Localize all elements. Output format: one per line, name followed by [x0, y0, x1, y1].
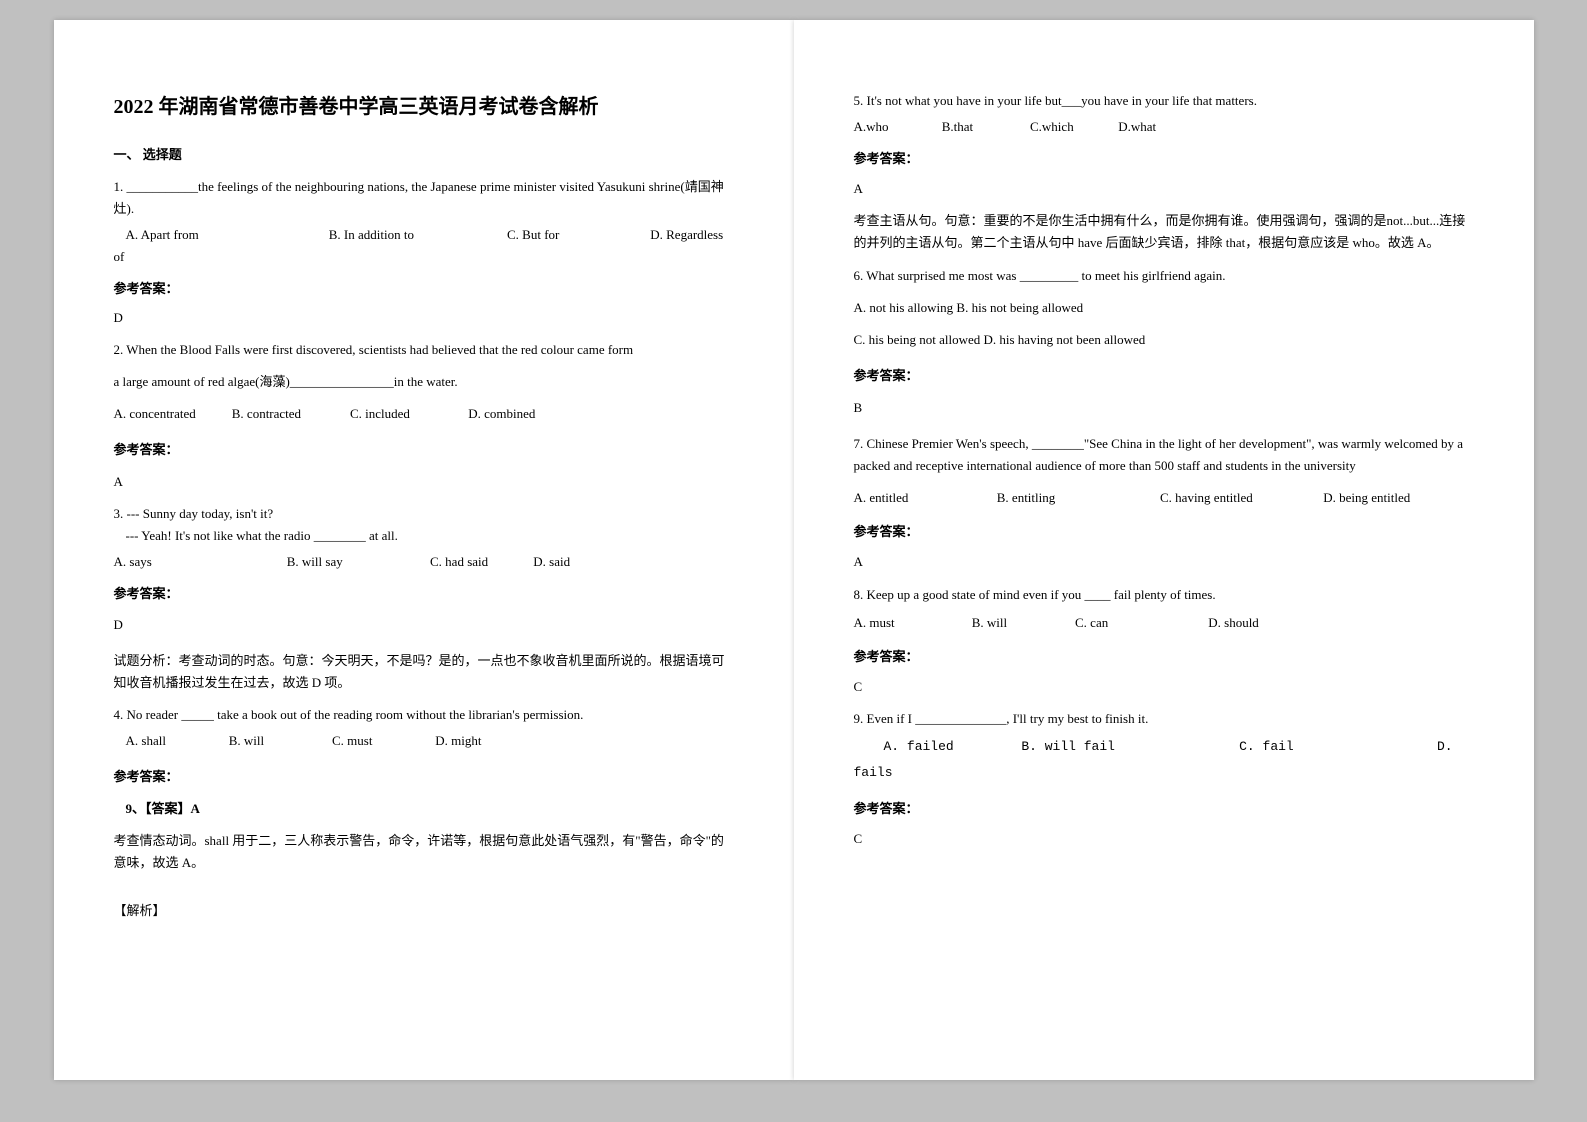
q9-answer: C: [854, 828, 1474, 850]
q1-stem: 1. ___________the feelings of the neighb…: [114, 176, 734, 220]
q7-stem: 7. Chinese Premier Wen's speech, _______…: [854, 433, 1474, 477]
question-9: 9. Even if I ______________, I'll try my…: [854, 708, 1474, 850]
q5-opt-a: A.who: [854, 116, 939, 138]
q8-stem: 8. Keep up a good state of mind even if …: [854, 584, 1474, 606]
q6-answer-label: 参考答案：: [854, 365, 1474, 387]
q8-answer-label: 参考答案：: [854, 646, 1474, 668]
q7-opt-d: D. being entitled: [1323, 490, 1410, 505]
q9-options: A. failed B. will fail C. fail D.: [854, 736, 1474, 758]
q3-options: A. says B. will say C. had said D. said: [114, 551, 734, 573]
q8-options: A. must B. will C. can D. should: [854, 612, 1474, 634]
q8-answer: C: [854, 676, 1474, 698]
exam-title: 2022 年湖南省常德市善卷中学高三英语月考试卷含解析: [114, 90, 734, 124]
q7-opt-c: C. having entitled: [1160, 487, 1320, 509]
question-6: 6. What surprised me most was _________ …: [854, 265, 1474, 419]
page-left: 2022 年湖南省常德市善卷中学高三英语月考试卷含解析 一、 选择题 1. __…: [54, 20, 794, 1080]
q7-opt-b: B. entitling: [997, 487, 1157, 509]
q7-options: A. entitled B. entitling C. having entit…: [854, 487, 1474, 509]
q6-opts-ab: A. not his allowing B. his not being all…: [854, 297, 1474, 319]
q2-stem1: 2. When the Blood Falls were first disco…: [114, 339, 734, 361]
q2-opt-b: B. contracted: [232, 403, 347, 425]
q9-opt-b: B. will fail: [1021, 736, 1231, 758]
q7-answer-label: 参考答案：: [854, 521, 1474, 543]
section-1-header: 一、 选择题: [114, 144, 734, 166]
q6-opts-cd: C. his being not allowed D. his having n…: [854, 329, 1474, 351]
q6-answer: B: [854, 397, 1474, 419]
q4-opt-d: D. might: [435, 733, 481, 748]
q1-answer: D: [114, 307, 734, 329]
q9-stem: 9. Even if I ______________, I'll try my…: [854, 708, 1474, 730]
q3-opt-c: C. had said: [430, 551, 530, 573]
q2-stem2: a large amount of red algae(海藻)_________…: [114, 371, 734, 393]
question-7: 7. Chinese Premier Wen's speech, _______…: [854, 433, 1474, 573]
q8-opt-d: D. should: [1208, 615, 1259, 630]
q4-answer-label: 参考答案：: [114, 766, 734, 788]
q8-opt-b: B. will: [972, 612, 1072, 634]
question-3: 3. --- Sunny day today, isn't it? --- Ye…: [114, 503, 734, 694]
page-right: 5. It's not what you have in your life b…: [794, 20, 1534, 1080]
q6-stem: 6. What surprised me most was _________ …: [854, 265, 1474, 287]
q4-opt-b: B. will: [229, 730, 329, 752]
q3-line1: 3. --- Sunny day today, isn't it?: [114, 503, 734, 525]
q5-answer: A: [854, 178, 1474, 200]
q8-opt-c: C. can: [1075, 612, 1205, 634]
q7-opt-a: A. entitled: [854, 487, 994, 509]
q4-options: A. shall B. will C. must D. might: [126, 730, 734, 752]
q7-answer: A: [854, 551, 1474, 573]
q4-answer-line: 9、【答案】A: [126, 798, 734, 820]
q5-options: A.who B.that C.which D.what: [854, 116, 1474, 138]
question-4: 4. No reader _____ take a book out of th…: [114, 704, 734, 923]
q5-explain: 考查主语从句。句意：重要的不是你生活中拥有什么，而是你拥有谁。使用强调句，强调的…: [854, 210, 1474, 254]
q5-opt-b: B.that: [942, 116, 1027, 138]
q2-opt-d: D. combined: [468, 406, 535, 421]
q2-opt-c: C. included: [350, 403, 465, 425]
q5-opt-c: C.which: [1030, 116, 1115, 138]
q1-opt-a: A. Apart from: [126, 224, 326, 246]
q9-opt-d-prefix: D.: [1437, 739, 1453, 754]
q2-answer: A: [114, 471, 734, 493]
q4-explain: 考查情态动词。shall 用于二，三人称表示警告，命令，许诺等，根据句意此处语气…: [114, 830, 734, 874]
q4-stem: 4. No reader _____ take a book out of th…: [114, 704, 734, 726]
q3-opt-d: D. said: [533, 554, 570, 569]
q5-stem: 5. It's not what you have in your life b…: [854, 90, 1474, 112]
q4-opt-c: C. must: [332, 730, 432, 752]
q4-jiexi: 【解析】: [114, 900, 734, 922]
q3-answer-label: 参考答案：: [114, 583, 734, 605]
q9-opt-a: A. failed: [854, 736, 1014, 758]
q9-opt-d-text: fails: [854, 762, 1474, 784]
question-1: 1. ___________the feelings of the neighb…: [114, 176, 734, 329]
page-container: 2022 年湖南省常德市善卷中学高三英语月考试卷含解析 一、 选择题 1. __…: [0, 0, 1587, 1100]
q5-answer-label: 参考答案：: [854, 148, 1474, 170]
q9-answer-label: 参考答案：: [854, 798, 1474, 820]
q1-opt-b: B. In addition to: [329, 224, 504, 246]
q3-opt-a: A. says: [114, 551, 284, 573]
q3-line2: --- Yeah! It's not like what the radio _…: [126, 525, 734, 547]
q4-opt-a: A. shall: [126, 730, 226, 752]
q1-opt-c: C. But for: [507, 224, 647, 246]
q2-answer-label: 参考答案：: [114, 439, 734, 461]
q3-opt-b: B. will say: [287, 551, 427, 573]
q2-opt-a: A. concentrated: [114, 403, 229, 425]
question-2: 2. When the Blood Falls were first disco…: [114, 339, 734, 493]
q3-answer: D: [114, 614, 734, 636]
q3-explain: 试题分析：考查动词的时态。句意：今天明天，不是吗？是的，一点也不象收音机里面所说…: [114, 650, 734, 694]
q9-opt-c: C. fail: [1239, 736, 1429, 758]
q5-opt-d: D.what: [1118, 119, 1156, 134]
q8-opt-a: A. must: [854, 612, 969, 634]
q2-options: A. concentrated B. contracted C. include…: [114, 403, 734, 425]
q1-answer-label: 参考答案：: [114, 278, 734, 300]
question-8: 8. Keep up a good state of mind even if …: [854, 584, 1474, 698]
question-5: 5. It's not what you have in your life b…: [854, 90, 1474, 255]
q1-options: A. Apart from B. In addition to C. But f…: [114, 224, 734, 268]
